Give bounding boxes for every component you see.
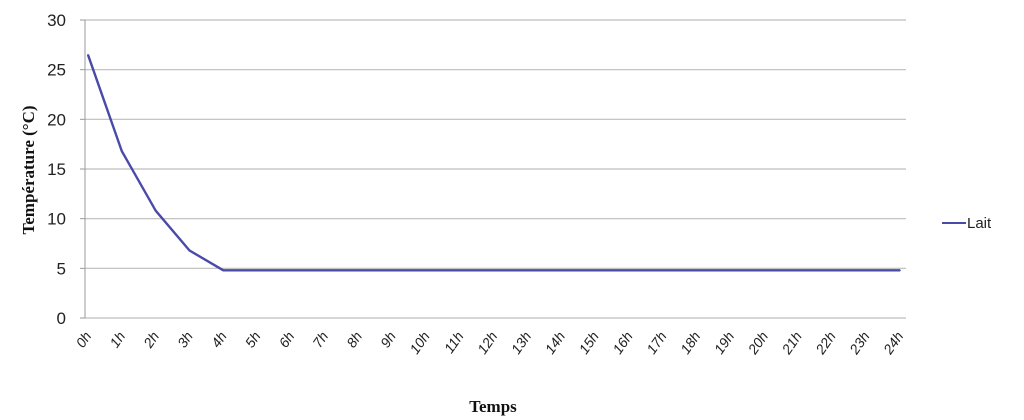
data-point [87,53,89,56]
data-point [154,209,157,212]
data-point [222,269,225,272]
x-tick-label: 24h [879,328,906,357]
series-line-lait [86,54,900,272]
data-point [459,269,461,272]
data-point [899,269,901,272]
data-point [628,269,631,272]
data-point [527,269,529,272]
x-tick-label: 15h [575,328,602,356]
x-tick-label: 0h [72,328,94,350]
gridlines [80,19,906,319]
x-tick-label: 3h [174,328,196,350]
data-point [831,269,834,272]
y-axis-title: Température (°C) [19,105,38,234]
y-tick-label: 15 [47,160,66,179]
x-tick-label: 12h [474,328,501,356]
x-axis-ticks: 0h 1h 2h 3h 4h 5h 6h 7h 8h 9h 10h 11h 12h 13h 14h 15h 16… [72,328,906,357]
data-point [560,269,563,272]
x-tick-label: 9h [377,328,399,350]
data-point [662,269,664,272]
data-point [493,269,495,272]
data-point [594,269,597,272]
y-tick-label: 25 [47,61,66,80]
x-tick-label: 8h [343,328,365,350]
y-tick-label: 30 [47,11,66,30]
x-axis-title: Temps [469,397,517,416]
x-tick-label: 10h [406,328,433,356]
data-point [256,269,258,272]
data-point [696,269,698,272]
x-tick-label: 4h [208,328,230,350]
y-axis-ticks: 0 5 10 15 20 25 30 [47,11,66,328]
x-tick-label: 1h [106,328,128,350]
data-point [730,269,732,272]
y-tick-label: 5 [57,259,66,278]
data-point [391,269,394,272]
y-tick-label: 20 [47,110,66,129]
x-tick-label: 17h [643,328,670,356]
data-point [357,269,360,272]
data-point [188,249,191,252]
y-tick-label: 0 [57,309,66,328]
x-tick-label: 21h [778,328,805,357]
data-point [425,269,428,272]
x-tick-label: 11h [441,328,467,356]
x-tick-label: 2h [140,328,163,351]
legend-label-lait: Lait [967,215,992,232]
x-tick-label: 23h [846,328,873,357]
data-point [290,269,292,272]
x-tick-label: 18h [677,328,704,356]
x-tick-label: 13h [508,328,535,356]
x-tick-label: 5h [242,328,264,350]
x-tick-label: 22h [812,328,839,357]
x-tick-label: 19h [711,328,738,356]
x-tick-label: 20h [744,328,771,357]
data-point [324,269,326,272]
legend: Lait [942,215,992,232]
x-tick-label: 7h [309,328,331,350]
data-point [763,269,766,272]
x-tick-label: 6h [275,328,297,350]
data-point [797,269,800,272]
y-tick-label: 10 [47,210,66,229]
series-layer [86,53,901,272]
data-point [121,150,123,152]
x-tick-label: 16h [609,328,636,356]
data-point [865,269,867,272]
x-tick-label: 14h [542,328,569,356]
